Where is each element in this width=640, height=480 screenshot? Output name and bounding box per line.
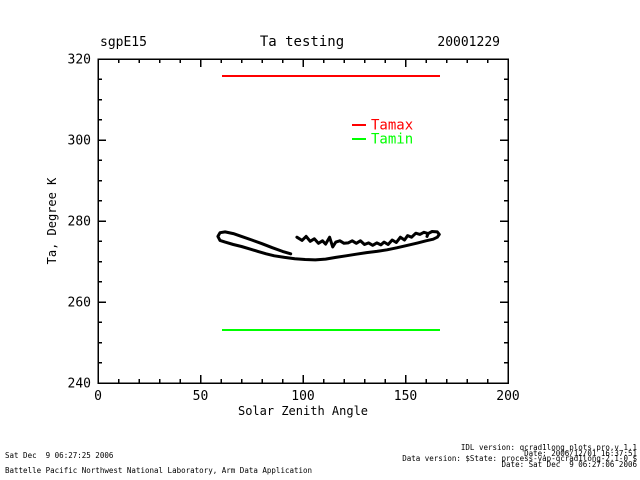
footer-idl-version: IDL version: qcrad1long_plots.pro,v 1.1 (461, 443, 637, 452)
x-tick-label: 100 (291, 389, 314, 404)
y-axis-title: Ta, Degree K (45, 177, 59, 264)
x-axis-title: Solar Zenith Angle (238, 404, 368, 418)
footer-code-date: Date: 2006/12/01 16:37:51 (524, 449, 637, 458)
date-label: 20001229 (437, 35, 500, 50)
footer-timestamp: Sat Dec 9 06:27:25 2006 (5, 451, 114, 460)
footer-organization: Battelle Pacific Northwest National Labo… (5, 466, 312, 475)
footer-data-version: Data version: $State: process-vap-qcrad1… (402, 454, 637, 463)
y-tick-label: 320 (68, 53, 91, 68)
y-tick-label: 300 (68, 134, 91, 149)
y-tick-label: 260 (68, 296, 91, 311)
x-tick-label: 150 (394, 389, 417, 404)
axes-frame (97, 58, 509, 384)
x-tick-label: 200 (496, 389, 519, 404)
x-tick-label: 50 (193, 389, 209, 404)
site-label: sgpE15 (100, 35, 147, 50)
footer-run-date: Date: Sat Dec 9 06:27:06 2006 (502, 460, 638, 469)
legend-label-tamin: Tamin (371, 132, 413, 148)
ta-data-trace (216, 230, 441, 262)
plot-frame-group: 0 50 100 150 200 240 260 280 300 320 (68, 53, 520, 405)
legend-label-tamax: Tamax (371, 118, 413, 134)
plot-title: Ta testing (260, 34, 344, 50)
series-group (216, 75, 441, 331)
y-tick-label: 280 (68, 215, 91, 230)
ta-data-trace (295, 230, 430, 249)
y-tick-label: 240 (68, 377, 91, 392)
x-tick-label: 0 (94, 389, 102, 404)
